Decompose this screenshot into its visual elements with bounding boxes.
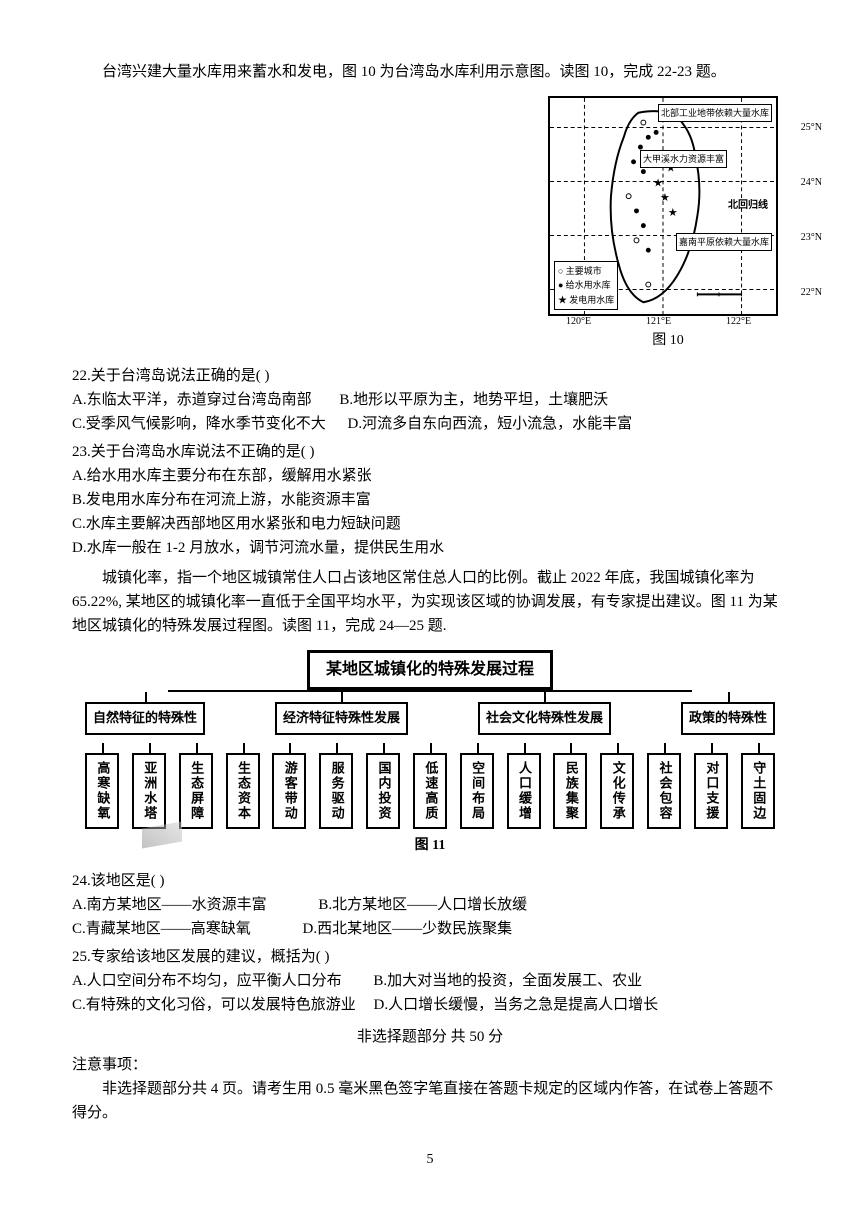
fig11-item-1: 亚洲水塔 xyxy=(132,753,166,829)
note-title: 注意事项： xyxy=(72,1053,788,1077)
section-title: 非选择题部分 共 50 分 xyxy=(72,1025,788,1049)
fig11-cat-0: 自然特征的特殊性 xyxy=(85,702,205,735)
q24-opt-a: A.南方某地区——水资源丰富 xyxy=(72,897,267,913)
fig11-items: 高寒缺氧 亚洲水塔 生态屏障 生态资本 游客带动 服务驱动 国内投资 低速高质 … xyxy=(85,753,775,829)
map-label-tropic: 北回归线 xyxy=(728,198,768,214)
svg-text:★: ★ xyxy=(668,207,678,219)
figure-10-container: ★ ★ ★ ★ ★ 北部工业地带依赖大量水库 大甲溪水力资源丰富 北回归线 嘉南… xyxy=(548,96,788,352)
svg-text:★: ★ xyxy=(660,192,670,204)
figure-10-map: ★ ★ ★ ★ ★ 北部工业地带依赖大量水库 大甲溪水力资源丰富 北回归线 嘉南… xyxy=(548,96,778,316)
q22-opt-d: D.河流多自东向西流，短小流急，水能丰富 xyxy=(348,416,633,432)
fig11-item-14: 守土固边 xyxy=(741,753,775,829)
fig11-item-11: 文化传承 xyxy=(600,753,634,829)
intro-paragraph-2: 城镇化率，指一个地区城镇常住人口占该地区常住总人口的比例。截止 2022 年底，… xyxy=(72,566,788,638)
q23-opt-a: A.给水用水库主要分布在东部，缓解用水紧张 xyxy=(72,464,788,488)
q24-opt-c: C.青藏某地区——高寒缺氧 xyxy=(72,921,251,937)
q22-opt-b: B.地形以平原为主，地势平坦，土壤肥沃 xyxy=(339,392,608,408)
q24-opt-b: B.北方某地区——人口增长放缓 xyxy=(318,897,527,913)
map-label-dajia: 大甲溪水力资源丰富 xyxy=(640,150,727,168)
q24-stem: 24.该地区是( ) xyxy=(72,869,788,893)
fig11-cat-3: 政策的特殊性 xyxy=(681,702,775,735)
question-24: 24.该地区是( ) A.南方某地区——水资源丰富 B.北方某地区——人口增长放… xyxy=(72,869,788,941)
figure-11-container: 某地区城镇化的特殊发展过程 自然特征的特殊性 经济特征特殊性发展 社会文化特殊性… xyxy=(72,650,788,857)
fig11-item-7: 低速高质 xyxy=(413,753,447,829)
page-number: 5 xyxy=(72,1149,788,1171)
question-23: 23.关于台湾岛水库说法不正确的是( ) A.给水用水库主要分布在东部，缓解用水… xyxy=(72,440,788,560)
fig11-item-2: 生态屏障 xyxy=(179,753,213,829)
question-25: 25.专家给该地区发展的建议，概括为( ) A.人口空间分布不均匀，应平衡人口分… xyxy=(72,945,788,1017)
q23-stem: 23.关于台湾岛水库说法不正确的是( ) xyxy=(72,440,788,464)
svg-text:★: ★ xyxy=(653,177,663,189)
q23-opt-b: B.发电用水库分布在河流上游，水能资源丰富 xyxy=(72,488,788,512)
figure-10-caption: 图 10 xyxy=(548,330,788,352)
fig11-cat-1: 经济特征特殊性发展 xyxy=(275,702,408,735)
fig11-item-13: 对口支援 xyxy=(694,753,728,829)
note-content: 非选择题部分共 4 页。请考生用 0.5 毫米黑色签字笔直接在答题卡规定的区域内… xyxy=(72,1077,788,1125)
map-label-north: 北部工业地带依赖大量水库 xyxy=(658,104,772,122)
q25-opt-c: C.有特殊的文化习俗，可以发展特色旅游业 xyxy=(72,997,356,1013)
question-22: 22.关于台湾岛说法正确的是( ) A.东临太平洋，赤道穿过台湾岛南部 B.地形… xyxy=(72,364,788,436)
q23-opt-d: D.水库一般在 1-2 月放水，调节河流水量，提供民生用水 xyxy=(72,536,788,560)
q22-opt-c: C.受季风气候影响，降水季节变化不大 xyxy=(72,416,326,432)
fig11-item-10: 民族集聚 xyxy=(553,753,587,829)
q23-opt-c: C.水库主要解决西部地区用水紧张和电力短缺问题 xyxy=(72,512,788,536)
q24-opt-d: D.西北某地区——少数民族聚集 xyxy=(303,921,513,937)
fig11-item-8: 空间布局 xyxy=(460,753,494,829)
fig11-item-6: 国内投资 xyxy=(366,753,400,829)
fig11-item-5: 服务驱动 xyxy=(319,753,353,829)
q22-opt-a: A.东临太平洋，赤道穿过台湾岛南部 xyxy=(72,392,312,408)
fig11-title: 某地区城镇化的特殊发展过程 xyxy=(307,650,553,690)
q25-opt-b: B.加大对当地的投资，全面发展工、农业 xyxy=(373,973,642,989)
intro-paragraph-1: 台湾兴建大量水库用来蓄水和发电，图 10 为台湾岛水库利用示意图。读图 10，完… xyxy=(72,60,788,84)
fig11-item-12: 社会包容 xyxy=(647,753,681,829)
fig11-item-4: 游客带动 xyxy=(272,753,306,829)
q25-stem: 25.专家给该地区发展的建议，概括为( ) xyxy=(72,945,788,969)
q25-opt-a: A.人口空间分布不均匀，应平衡人口分布 xyxy=(72,973,342,989)
map-label-jianan: 嘉南平原依赖大量水库 xyxy=(676,233,772,251)
fig11-item-9: 人口缓增 xyxy=(507,753,541,829)
map-legend: ○ 主要城市 ● 给水用水库 ★ 发电用水库 xyxy=(554,261,618,310)
fig11-item-3: 生态资本 xyxy=(226,753,260,829)
fig11-cat-2: 社会文化特殊性发展 xyxy=(478,702,611,735)
fig11-categories: 自然特征的特殊性 经济特征特殊性发展 社会文化特殊性发展 政策的特殊性 xyxy=(85,702,775,735)
fig11-item-0: 高寒缺氧 xyxy=(85,753,119,829)
q25-opt-d: D.人口增长缓慢，当务之急是提高人口增长 xyxy=(374,997,659,1013)
q22-stem: 22.关于台湾岛说法正确的是( ) xyxy=(72,364,788,388)
